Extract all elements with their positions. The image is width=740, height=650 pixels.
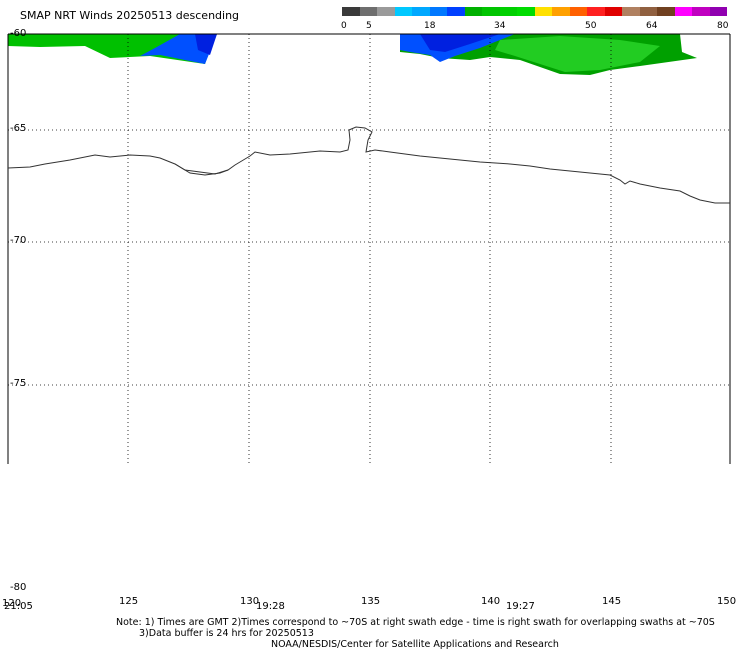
lat-label-80: -80 xyxy=(10,582,26,593)
colorbar-segment xyxy=(517,7,535,16)
colorbar-tick-64: 64 xyxy=(646,21,658,31)
note-line-1: Note: 1) Times are GMT 2)Times correspon… xyxy=(116,617,715,628)
lon-label-135: 135 xyxy=(361,596,380,607)
colorbar-segment xyxy=(482,7,500,16)
colorbar-segment xyxy=(342,7,360,16)
colorbar-segment xyxy=(674,7,692,16)
colorbar-segment xyxy=(429,7,447,16)
colorbar-segment xyxy=(359,7,377,16)
wind-swath-dark-blue xyxy=(195,34,217,55)
colorbar-segment xyxy=(412,7,430,16)
swath-time-1: 21:05 xyxy=(4,601,33,612)
wind-swath-right xyxy=(400,34,697,75)
colorbar-tick-80: 80 xyxy=(717,21,729,31)
lat-label-75: -75 xyxy=(10,378,26,389)
lon-label-145: 145 xyxy=(602,596,621,607)
colorbar-segment xyxy=(657,7,675,16)
wind-speed-colorbar xyxy=(342,7,727,16)
coastline-inlet xyxy=(174,163,229,176)
note-line-2: 3)Data buffer is 24 hrs for 20250513 xyxy=(139,628,314,639)
colorbar-segment xyxy=(604,7,622,16)
wind-swath-dark-blue xyxy=(420,34,500,52)
wind-swath-left xyxy=(8,34,217,64)
colorbar-segment xyxy=(639,7,657,16)
colorbar-segment xyxy=(394,7,412,16)
colorbar-segment xyxy=(552,7,570,16)
lon-label-125: 125 xyxy=(119,596,138,607)
colorbar-segment xyxy=(447,7,465,16)
colorbar-segment xyxy=(709,7,727,16)
colorbar-tick-5: 5 xyxy=(366,21,372,31)
wind-swath-light-green xyxy=(495,36,660,72)
lon-label-130: 130 xyxy=(240,596,259,607)
lon-label-150: 150 xyxy=(717,596,736,607)
wind-swath-green xyxy=(8,34,215,64)
colorbar-segment xyxy=(464,7,482,16)
colorbar-segment xyxy=(587,7,605,16)
colorbar-segment xyxy=(569,7,587,16)
colorbar-segment xyxy=(377,7,395,16)
antarctic-coastline xyxy=(7,126,730,204)
swath-time-2: 19:28 xyxy=(256,601,285,612)
colorbar-tick-50: 50 xyxy=(585,21,597,31)
swath-time-3: 19:27 xyxy=(506,601,535,612)
lat-label-65: -65 xyxy=(10,123,26,134)
colorbar-segment xyxy=(692,7,710,16)
colorbar-segment xyxy=(622,7,640,16)
lon-label-120: 120 xyxy=(2,598,21,609)
lat-label-70: -70 xyxy=(10,235,26,246)
colorbar-segment xyxy=(499,7,517,16)
colorbar-segment xyxy=(534,7,552,16)
lon-label-140: 140 xyxy=(481,596,500,607)
colorbar-tick-0: 0 xyxy=(341,21,347,31)
lat-label-60: -60 xyxy=(10,28,26,39)
map-grid xyxy=(8,34,730,464)
map-title: SMAP NRT Winds 20250513 descending xyxy=(20,9,240,22)
map-frame xyxy=(7,33,731,464)
colorbar-tick-34: 34 xyxy=(494,21,506,31)
colorbar-tick-18: 18 xyxy=(424,21,436,31)
note-credit: NOAA/NESDIS/Center for Satellite Applica… xyxy=(271,639,559,650)
